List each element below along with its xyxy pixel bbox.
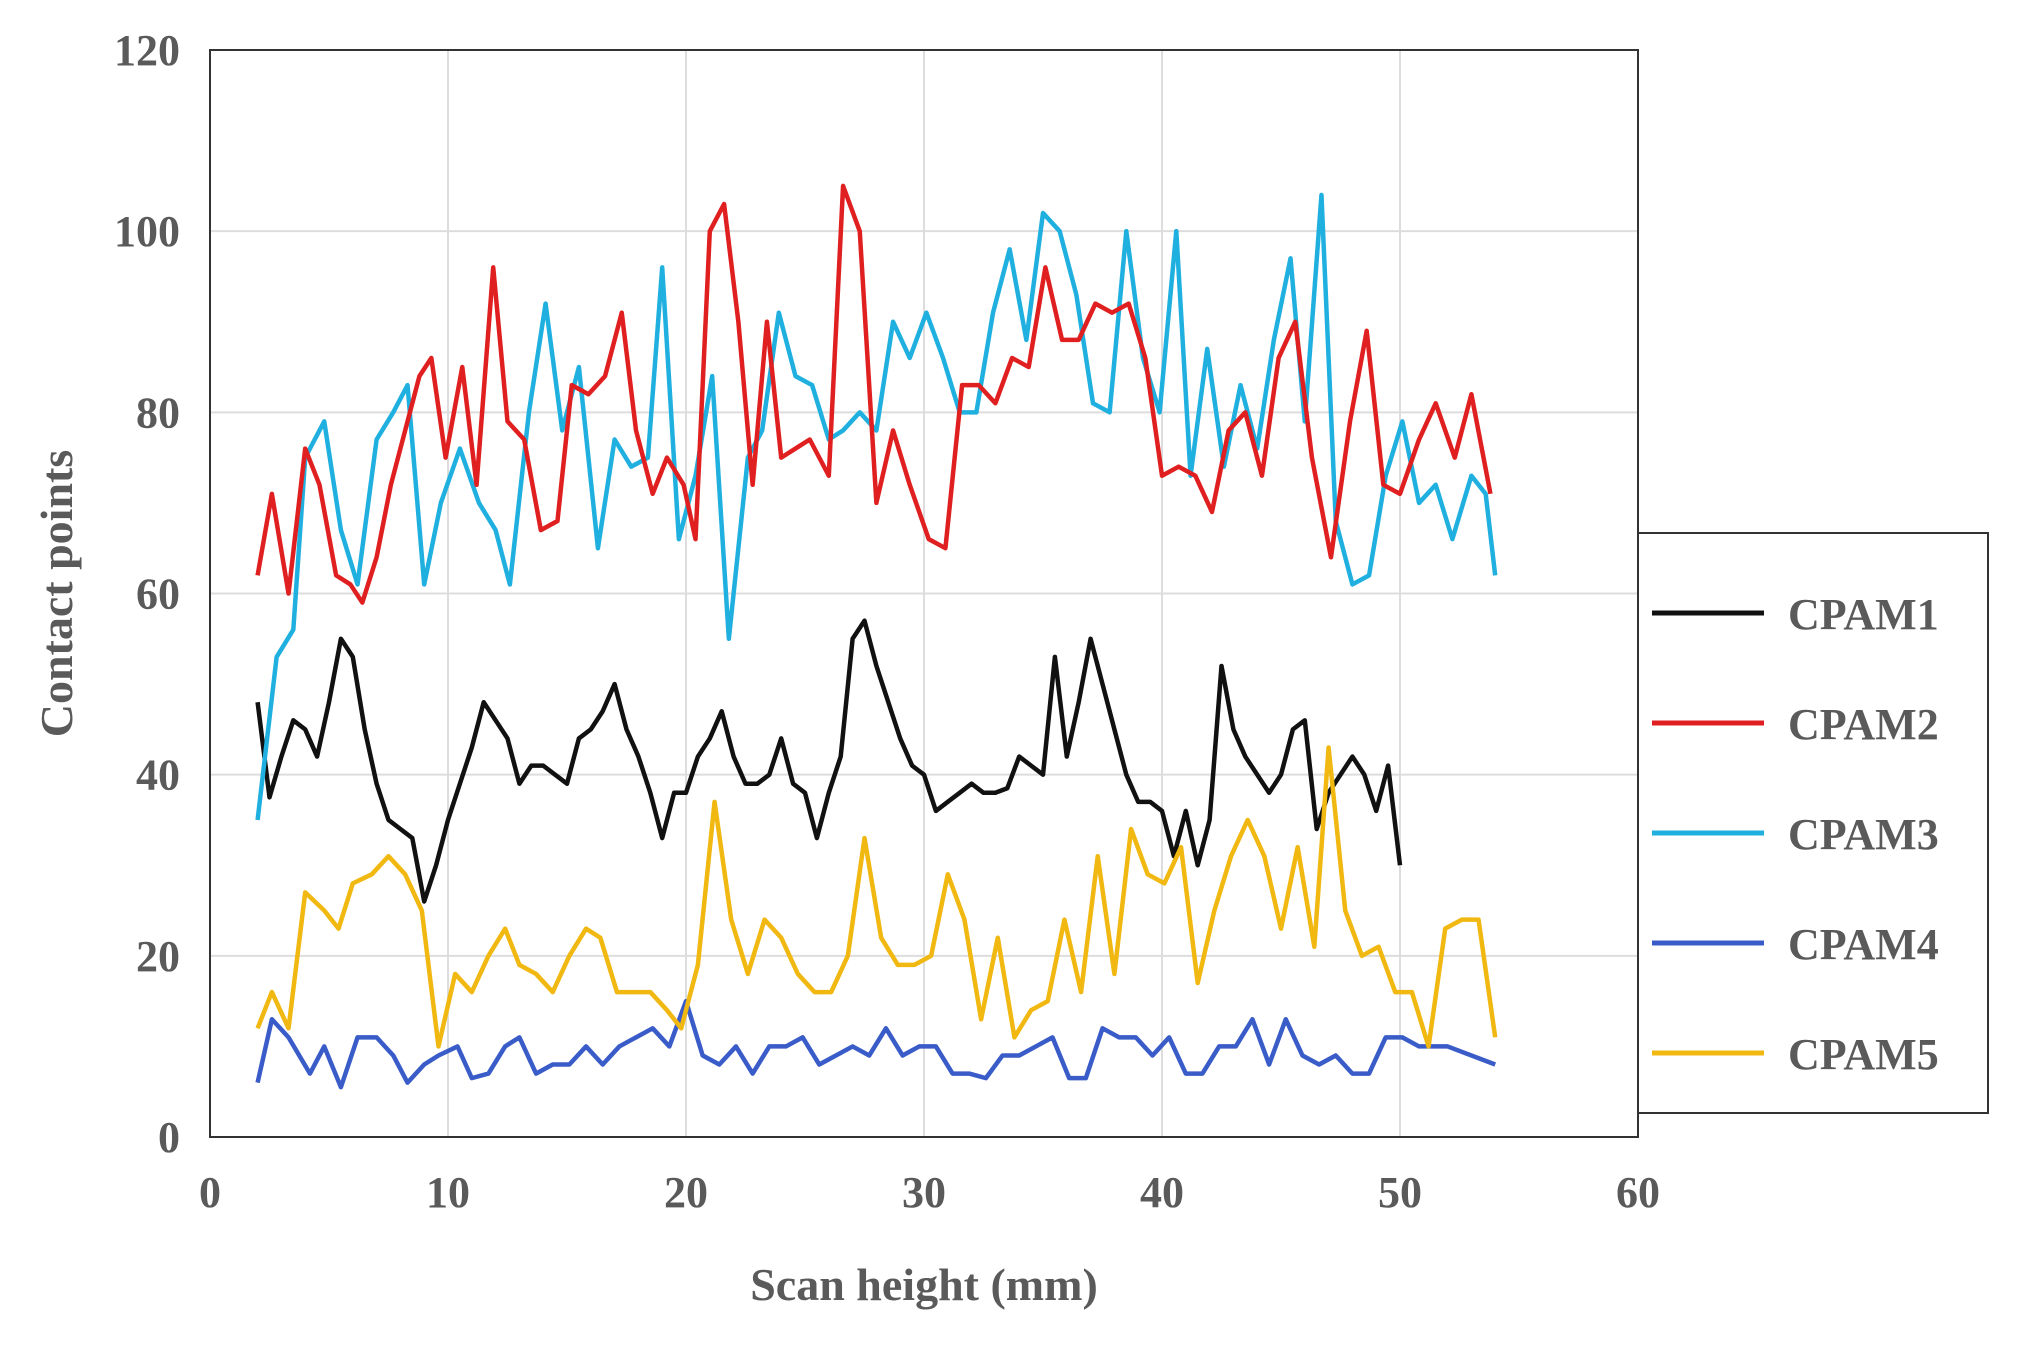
legend-box <box>1637 532 1989 1114</box>
series-line-cpam1 <box>255 618 1403 904</box>
legend: CPAM1 CPAM2 CPAM3 CPAM4 CPAM5 <box>1637 532 1989 1114</box>
x-tick-label: 0 <box>199 1168 221 1217</box>
legend-label-cpam1: CPAM1 <box>1788 590 1939 639</box>
x-tick-label: 30 <box>902 1168 946 1217</box>
x-tick-label: 20 <box>664 1168 708 1217</box>
y-tick-label: 20 <box>136 932 180 981</box>
series-lines <box>255 183 1498 1090</box>
legend-label-cpam2: CPAM2 <box>1788 700 1939 749</box>
x-tick-label: 50 <box>1378 1168 1422 1217</box>
series-line-cpam5 <box>255 745 1498 1049</box>
y-tick-label: 0 <box>158 1113 180 1162</box>
y-tick-label: 120 <box>114 26 180 75</box>
x-tick-label: 60 <box>1616 1168 1660 1217</box>
x-tick-label: 40 <box>1140 1168 1184 1217</box>
y-tick-label: 60 <box>136 570 180 619</box>
series-line-cpam3 <box>255 192 1498 821</box>
legend-label-cpam5: CPAM5 <box>1788 1030 1939 1079</box>
y-tick-label: 80 <box>136 388 180 437</box>
x-tick-label: 10 <box>426 1168 470 1217</box>
series-line-cpam4 <box>255 998 1497 1090</box>
legend-label-cpam3: CPAM3 <box>1788 810 1939 859</box>
series-line-cpam2 <box>255 183 1493 605</box>
legend-label-cpam4: CPAM4 <box>1788 920 1939 969</box>
x-axis-label: Scan height (mm) <box>750 1259 1098 1310</box>
axis-ticks: 0 10 20 30 40 50 60 0 20 40 60 80 100 120 <box>114 26 1660 1217</box>
y-tick-label: 40 <box>136 751 180 800</box>
y-tick-label: 100 <box>114 207 180 256</box>
y-axis-label: Contact points <box>31 450 82 738</box>
grid <box>210 50 1638 1137</box>
